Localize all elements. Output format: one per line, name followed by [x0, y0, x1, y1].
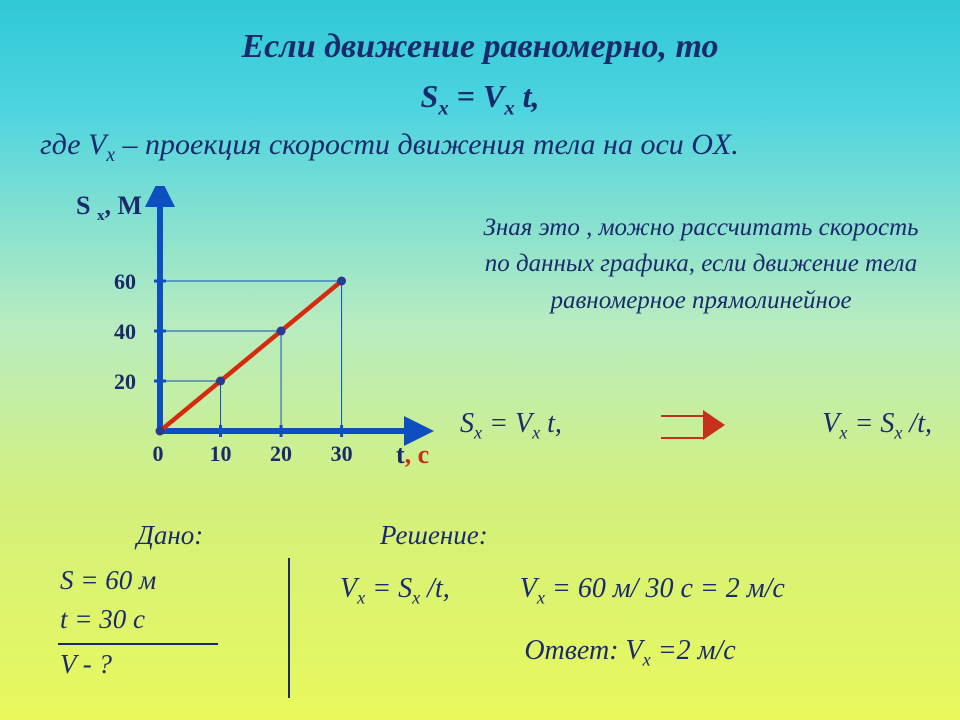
slide-title: Если движение равномерно, то	[241, 28, 718, 66]
main-formula: Sx = Vx t,	[420, 78, 539, 120]
svg-text:20: 20	[114, 369, 136, 394]
given-line: t = 30 с	[50, 604, 290, 635]
explanation-text: Зная это , можно рассчитать скорость по …	[470, 210, 932, 319]
svg-text:0: 0	[153, 441, 164, 466]
svg-text:30: 30	[331, 441, 353, 466]
arrow-icon	[661, 412, 723, 440]
formula-sx: Sx = Vx t,	[460, 408, 562, 444]
given-line: S = 60 м	[50, 565, 290, 596]
given-heading: Дано:	[50, 520, 290, 551]
svg-text:60: 60	[114, 269, 136, 294]
solution-step: Vx = 60 м/ 30 с = 2 м/с	[520, 573, 785, 609]
divider	[58, 643, 218, 645]
svg-text:S x, М: S x, М	[76, 191, 142, 224]
divider	[288, 558, 290, 698]
formula-row: Sx = Vx t, Vx = Sx /t,	[460, 408, 932, 444]
chart-svg: 0 10 20 30 20 40 60 S x, М t, с	[30, 186, 450, 486]
subtitle: где Vx – проекция скорости движения тела…	[40, 128, 920, 167]
formula-vx: Vx = Sx /t,	[822, 408, 932, 444]
solution-heading: Решение:	[340, 520, 920, 551]
solution-step: Vx = Sx /t,	[340, 573, 450, 609]
given-column: Дано: S = 60 м t = 30 с V - ?	[50, 520, 290, 688]
chart: 0 10 20 30 20 40 60 S x, М t, с	[30, 186, 450, 486]
given-question: V - ?	[50, 649, 290, 680]
svg-text:t, с: t, с	[396, 440, 429, 469]
solution-block: Дано: S = 60 м t = 30 с V - ? Решение: V…	[50, 520, 920, 688]
svg-text:40: 40	[114, 319, 136, 344]
svg-text:20: 20	[270, 441, 292, 466]
solution-answer: Ответ: Vx =2 м/с	[340, 635, 920, 671]
solution-column: Решение: Vx = Sx /t, Vx = 60 м/ 30 с = 2…	[290, 520, 920, 688]
svg-text:10: 10	[210, 441, 232, 466]
